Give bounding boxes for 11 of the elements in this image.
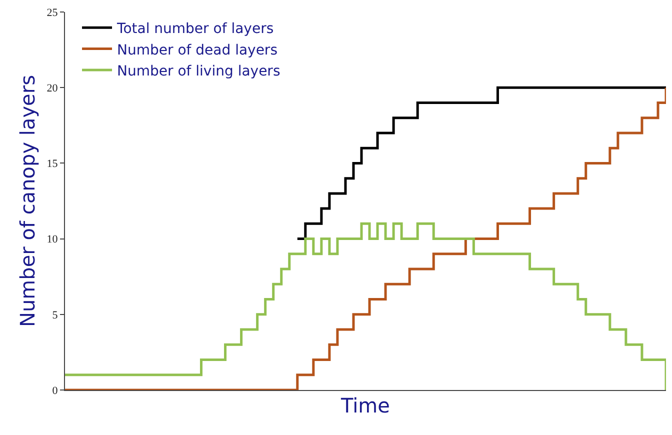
y-tick-label: 25 [46, 6, 58, 19]
y-tick-label: 15 [46, 158, 58, 170]
legend-label: Total number of layers [116, 21, 274, 38]
y-tick-label: 5 [52, 309, 58, 322]
y-tick-label: 0 [52, 384, 58, 397]
legend-label: Number of living layers [117, 63, 280, 80]
y-axis-title: Number of canopy layers [15, 75, 40, 327]
legend-label: Number of dead layers [117, 42, 278, 58]
x-axis-title: Time [340, 394, 390, 418]
y-tick-label: 20 [46, 82, 58, 94]
y-tick-label: 10 [46, 234, 58, 246]
